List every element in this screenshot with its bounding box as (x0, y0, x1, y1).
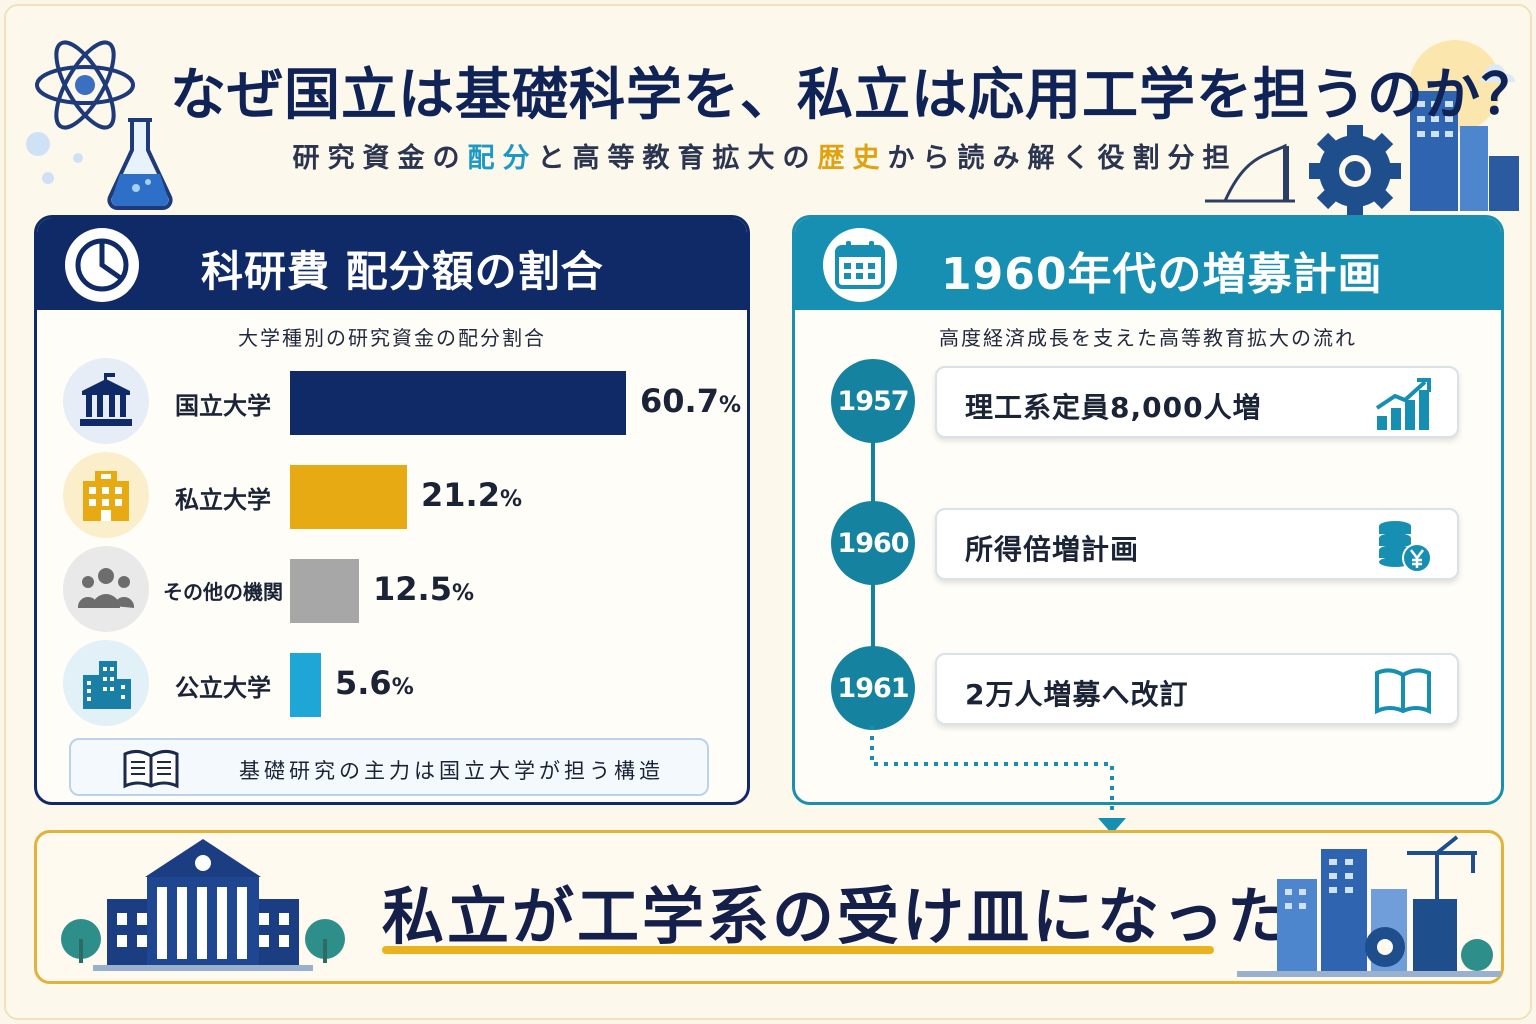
conclusion-underline (382, 946, 1214, 954)
conclusion-banner: 私立が工学系の受け皿になった (34, 830, 1504, 984)
bar-row-other: その他の機関 12.5% (37, 546, 747, 636)
bar-value-other: 12.5% (373, 570, 474, 608)
bar-value-unit: % (718, 393, 741, 418)
bar-public (290, 653, 321, 717)
timeline-card-1957: 理工系定員8,000人増 (935, 366, 1459, 438)
calendar-icon (823, 228, 897, 302)
subtitle-highlight-history: 歴史 (817, 143, 888, 174)
timeline-year-1961: 1961 (831, 646, 915, 730)
industrial-city-icon (1237, 835, 1501, 977)
timeline-year-1957: 1957 (831, 359, 915, 443)
conclusion-text: 私立が工学系の受け皿になった (382, 880, 1293, 953)
atom-icon (35, 40, 135, 130)
growth-chart-icon (1375, 378, 1431, 430)
page-title: なぜ国立は基礎科学を、私立は応用工学を担うのか？ (170, 63, 1536, 128)
chart-title: 大学種別の研究資金の配分割合 (238, 326, 546, 350)
page-subtitle: 研究資金の配分と高等教育拡大の歴史から読み解く役割分担 (200, 136, 1330, 175)
city-bridge-gear-icon (1205, 40, 1519, 216)
funding-panel: 科研費 配分額の割合 大学種別の研究資金の配分割合 国立大学 60.7% 私立大… (34, 215, 750, 805)
timeline-year-1960: 1960 (831, 501, 915, 585)
timeline-card-1960: 所得倍増計画 (935, 508, 1459, 580)
bar-value-number: 21.2 (421, 476, 500, 514)
bar-row-private: 私立大学 21.2% (37, 452, 747, 542)
subtitle-part-1: 研究資金の (292, 143, 468, 174)
bar-label-private: 私立大学 (175, 486, 271, 514)
bar-value-number: 5.6 (335, 664, 392, 702)
office-building-icon (63, 452, 149, 538)
bubble-icon (26, 132, 83, 184)
timeline-text-1957: 理工系定員8,000人増 (965, 391, 1262, 424)
bar-value-unit: % (499, 487, 522, 512)
funding-note-text: 基礎研究の主力は国立大学が担う構造 (239, 759, 664, 783)
bar-value-number: 60.7 (640, 382, 719, 420)
bar-value-national: 60.7% (640, 382, 741, 420)
city-building-icon (63, 640, 149, 726)
bar-value-public: 5.6% (335, 664, 414, 702)
government-building-icon (63, 358, 149, 444)
subtitle-part-5: から読み解く役割分担 (887, 143, 1238, 174)
bar-value-number: 12.5 (373, 570, 452, 608)
connector-arrow-icon (870, 726, 1126, 834)
open-book-icon (123, 749, 179, 789)
people-group-icon (63, 546, 149, 632)
funding-note: 基礎研究の主力は国立大学が担う構造 (69, 738, 709, 796)
bar-value-unit: % (391, 675, 414, 700)
bar-value-private: 21.2% (421, 476, 522, 514)
open-book-icon (1375, 668, 1431, 715)
bar-value-unit: % (451, 581, 474, 606)
timeline-panel-header: 1960年代の増募計画 (795, 218, 1501, 310)
subtitle-highlight-allocation: 配分 (467, 143, 538, 174)
bar-label-public: 公立大学 (175, 674, 271, 702)
bar-other (290, 559, 359, 623)
timeline-subtitle: 高度経済成長を支えた高等教育拡大の流れ (939, 326, 1357, 350)
bar-label-other: その他の機関 (163, 580, 283, 604)
pie-chart-icon (65, 228, 139, 302)
subtitle-part-3: と高等教育拡大の (537, 143, 818, 174)
funding-panel-title: 科研費 配分額の割合 (201, 247, 604, 296)
bar-row-national: 国立大学 60.7% (37, 358, 747, 448)
bar-private (290, 465, 407, 529)
coin-stack-yen-icon (1379, 521, 1432, 573)
timeline-panel: 1960年代の増募計画 高度経済成長を支えた高等教育拡大の流れ 1957 理工系… (792, 215, 1504, 805)
timeline-text-1960: 所得倍増計画 (965, 533, 1140, 566)
timeline-panel-title: 1960年代の増募計画 (941, 249, 1383, 300)
bar-national (290, 371, 626, 435)
bar-label-national: 国立大学 (175, 392, 271, 420)
university-building-icon (61, 839, 345, 971)
flask-icon (107, 118, 173, 210)
timeline-card-1961: 2万人増募へ改訂 (935, 653, 1459, 725)
funding-panel-header: 科研費 配分額の割合 (37, 218, 747, 310)
bar-row-public: 公立大学 5.6% (37, 640, 747, 730)
timeline-text-1961: 2万人増募へ改訂 (965, 678, 1189, 711)
